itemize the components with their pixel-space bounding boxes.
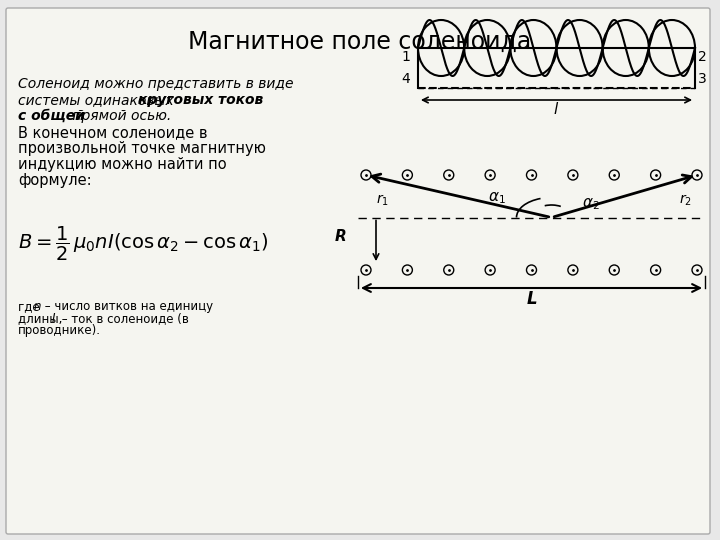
Text: произвольной точке магнитную: произвольной точке магнитную — [18, 141, 266, 156]
Text: $\alpha_1$: $\alpha_1$ — [487, 190, 505, 206]
Text: $\alpha_2$: $\alpha_2$ — [582, 197, 599, 213]
Text: – ток в соленоиде (в: – ток в соленоиде (в — [58, 312, 189, 325]
Text: 4: 4 — [401, 72, 410, 86]
Text: Магнитное поле соленоида: Магнитное поле соленоида — [189, 30, 531, 54]
Text: I: I — [52, 312, 55, 325]
Text: где: где — [18, 300, 43, 313]
Text: проводнике).: проводнике). — [18, 324, 101, 337]
Text: L: L — [526, 290, 537, 308]
Text: R: R — [334, 229, 346, 244]
Text: $l$: $l$ — [554, 101, 559, 117]
Text: системы одинаковых: системы одинаковых — [18, 93, 178, 107]
Text: – число витков на единицу: – число витков на единицу — [41, 300, 213, 313]
Text: 1: 1 — [401, 50, 410, 64]
Text: с общей: с общей — [18, 109, 85, 123]
Text: 3: 3 — [698, 72, 707, 86]
Text: В конечном соленоиде в: В конечном соленоиде в — [18, 125, 207, 140]
Text: $B = \dfrac{1}{2}\,\mu_0 n I(\cos\alpha_2 - \cos\alpha_1)$: $B = \dfrac{1}{2}\,\mu_0 n I(\cos\alpha_… — [18, 225, 269, 263]
Text: $r_2$: $r_2$ — [679, 193, 692, 208]
Text: формуле:: формуле: — [18, 173, 91, 188]
Text: $r_1$: $r_1$ — [376, 193, 389, 208]
Text: круговых токов: круговых токов — [138, 93, 264, 107]
FancyBboxPatch shape — [6, 8, 710, 534]
Text: Соленоид можно представить в виде: Соленоид можно представить в виде — [18, 77, 294, 91]
Text: длины,: длины, — [18, 312, 66, 325]
Text: 2: 2 — [698, 50, 707, 64]
Text: n: n — [34, 300, 42, 313]
Text: индукцию можно найти по: индукцию можно найти по — [18, 157, 227, 172]
Text: прямой осью.: прямой осью. — [68, 109, 171, 123]
